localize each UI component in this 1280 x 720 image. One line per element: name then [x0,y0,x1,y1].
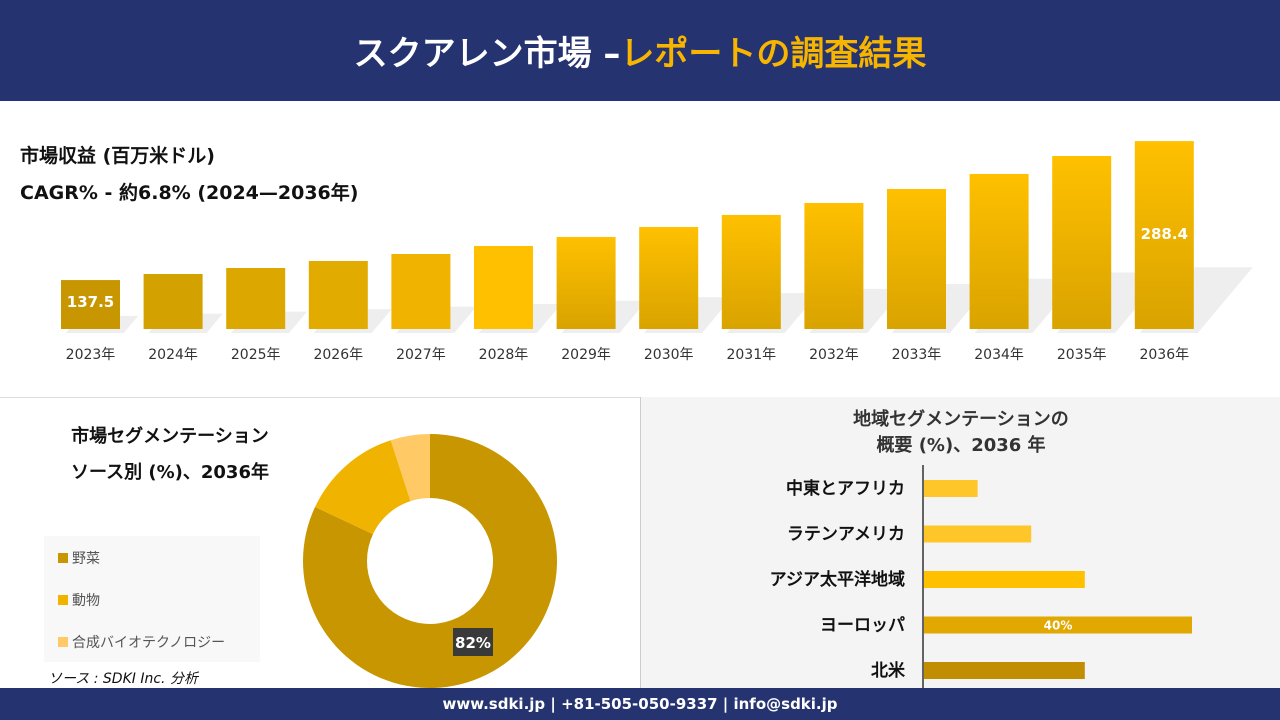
region-label: 中東とアフリカ [786,478,905,499]
year-label: 2036年 [1139,347,1189,363]
region-segment-section: 地域セグメンテーションの 概要 (%)、2036 年 中東とアフリカ ラテンアメリ… [640,397,1280,688]
year-label: 2027年 [396,347,446,363]
year-label: 2034年 [974,347,1024,363]
revenue-bar [226,267,286,329]
year-label: 2033年 [892,347,942,363]
revenue-section: 市場収益 (百万米ドル) CAGR% - 約6.8% (2024—2036年) … [0,101,1280,397]
region-bar [924,571,1085,588]
legend-label: 動物 [72,593,100,609]
title-main: スクアレン市場 – [353,34,621,74]
header-banner: スクアレン市場 – レポートの調査結果 [0,0,1280,101]
legend-swatch [58,637,68,647]
donut-title-1: 市場セグメンテーション [71,426,269,447]
cagr-text: CAGR% - 約6.8% (2024—2036年) [20,182,359,204]
legend-item: 合成バイオテクノロジー [58,632,225,652]
donut-slice [390,434,430,502]
legend-swatch [58,595,68,605]
revenue-bar [721,214,781,329]
revenue-bar [1052,156,1112,329]
region-label: 北米 [871,660,906,681]
bar-value-label: 137.5 [67,293,114,311]
legend-item: 動物 [58,590,100,610]
revenue-bar [969,173,1029,329]
year-label: 2025年 [231,347,281,363]
region-bar [924,662,1085,679]
revenue-bar [143,273,203,329]
revenue-bar [474,245,533,329]
revenue-bar [887,188,946,329]
region-data-label: 40% [1044,619,1073,633]
year-label: 2035年 [1057,347,1107,363]
region-bar [924,480,978,497]
revenue-bar [556,236,616,329]
region-title-1: 地域セグメンテーションの [853,409,1069,430]
legend-item: 野菜 [58,548,100,568]
region-bar [924,525,1032,543]
legend-label: 合成バイオテクノロジー [72,635,226,651]
legend-label: 野菜 [72,551,100,567]
source-note: ソース : SDKI Inc. 分析 [48,671,198,687]
bar-value-label: 288.4 [1141,225,1188,243]
legend-swatch [58,553,68,563]
year-label: 2031年 [726,347,776,363]
revenue-bar [639,227,699,329]
revenue-bar [308,260,368,329]
title-highlight: レポートの調査結果 [620,34,927,74]
donut-slice [303,434,557,688]
region-bar [924,616,1192,634]
year-label: 2030年 [644,347,694,363]
region-label: ラテンアメリカ [787,525,905,545]
donut-title-2: ソース別 (%)、2036年 [71,462,269,483]
data-label-box [453,628,493,656]
year-label: 2023年 [66,347,116,363]
year-label: 2026年 [313,347,363,363]
year-label: 2029年 [561,347,611,363]
region-label: アジア太平洋地域 [770,569,905,590]
donut-data-label: 82% [455,634,491,652]
donut-legend: 野菜動物合成バイオテクノロジー [44,536,260,662]
donut-slice [315,440,411,535]
revenue-bar [391,253,451,329]
revenue-title: 市場収益 (百万米ドル) [20,145,215,167]
year-label: 2032年 [809,347,859,363]
revenue-bar-chart: 2023年 137.5 2024年 2025年 2026年 2027年 2028年 2029年… [61,141,1253,363]
revenue-bar [61,280,120,329]
footer-contact: www.sdki.jp | +81-505-050-9337 | info@sd… [0,688,1280,720]
source-segment-section: 市場セグメンテーション ソース別 (%)、2036年 野菜動物合成バイオテクノロ… [0,397,640,688]
year-label: 2028年 [479,347,529,363]
revenue-bar [804,202,864,329]
revenue-bar [1134,141,1194,329]
region-title-2: 概要 (%)、2036 年 [876,435,1046,456]
year-label: 2024年 [148,347,198,363]
region-label: ヨーロッパ [820,616,905,636]
